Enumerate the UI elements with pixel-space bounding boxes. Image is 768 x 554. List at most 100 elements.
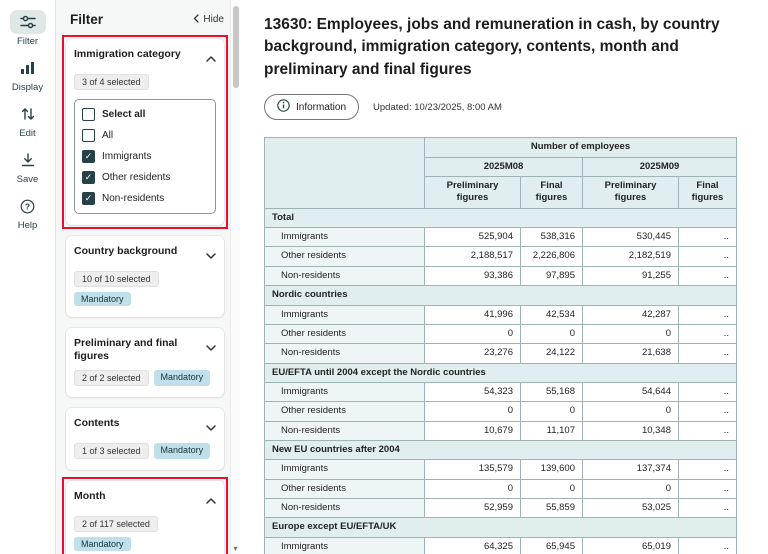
section-toggle[interactable]: Contents xyxy=(74,417,216,436)
rail-item-label: Filter xyxy=(17,36,38,47)
measure-header: Preliminary figures xyxy=(583,177,679,209)
row-label: Immigrants xyxy=(265,305,425,324)
section-toggle[interactable]: Country background xyxy=(74,245,216,264)
table-row: Non-residents23,27624,12221,638.. xyxy=(265,344,737,363)
app-window: FilterDisplayEditSave?Help Filter Hide I… xyxy=(0,0,768,554)
scroll-down-arrow-icon[interactable]: ▾ xyxy=(231,544,240,553)
main-content: 13630: Employees, jobs and remuneration … xyxy=(240,0,768,554)
section-title: Month xyxy=(74,490,202,503)
section-title: Preliminary and final figures xyxy=(74,337,202,363)
svg-text:?: ? xyxy=(25,201,30,211)
value-cell: 135,579 xyxy=(425,460,521,479)
option-select-all[interactable]: Select all xyxy=(82,108,208,121)
information-button[interactable]: Information xyxy=(264,94,359,120)
row-label: Other residents xyxy=(265,247,425,266)
rail-item-help[interactable]: ?Help xyxy=(10,194,46,231)
chevron-down-icon[interactable] xyxy=(206,418,216,436)
value-cell: 54,644 xyxy=(583,382,679,401)
value-cell: 2,188,517 xyxy=(425,247,521,266)
table-row: Immigrants54,32355,16854,644.. xyxy=(265,382,737,401)
row-label: Non-residents xyxy=(265,344,425,363)
option-list: Select all All ✓ Immigrants ✓ Other residents… xyxy=(74,99,216,214)
display-icon xyxy=(10,56,46,80)
selection-count-badge: 3 of 4 selected xyxy=(74,74,149,90)
scrollbar-thumb[interactable] xyxy=(233,6,239,88)
hide-sidebar-button[interactable]: Hide xyxy=(193,14,224,26)
value-cell: 0 xyxy=(583,402,679,421)
group-row: Nordic countries xyxy=(265,286,737,305)
group-row: New EU countries after 2004 xyxy=(265,440,737,459)
section-toggle[interactable]: Immigration category xyxy=(74,48,216,67)
rail-item-display[interactable]: Display xyxy=(10,56,46,93)
checkbox-checked[interactable]: ✓ xyxy=(82,171,95,184)
filter-icon xyxy=(10,10,46,34)
option-non-residents[interactable]: ✓ Non-residents xyxy=(82,192,208,205)
value-cell: 0 xyxy=(425,402,521,421)
section-toggle[interactable]: Preliminary and final figures xyxy=(74,337,216,363)
table-row: Other residents000.. xyxy=(265,402,737,421)
mandatory-badge: Mandatory xyxy=(74,537,131,551)
option-immigrants[interactable]: ✓ Immigrants xyxy=(82,150,208,163)
info-icon xyxy=(277,99,290,115)
data-table: Number of employees2025M082025M09Prelimi… xyxy=(264,137,737,554)
value-cell: 52,959 xyxy=(425,498,521,517)
option-label: Other residents xyxy=(102,172,170,183)
value-cell: .. xyxy=(679,460,737,479)
row-label: Non-residents xyxy=(265,498,425,517)
group-label: New EU countries after 2004 xyxy=(265,440,737,459)
sidebar-scrollbar[interactable]: ▾ xyxy=(230,0,240,554)
value-cell: 2,226,806 xyxy=(521,247,583,266)
row-label: Immigrants xyxy=(265,382,425,401)
section-title: Contents xyxy=(74,417,202,430)
chevron-up-icon[interactable] xyxy=(206,491,216,509)
value-cell: .. xyxy=(679,498,737,517)
selection-count-badge: 2 of 117 selected xyxy=(74,516,158,532)
option-all[interactable]: All xyxy=(82,129,208,142)
value-cell: 65,019 xyxy=(583,537,679,554)
filter-sections: Immigration category 3 of 4 selected Selec… xyxy=(66,39,224,554)
row-label: Non-residents xyxy=(265,421,425,440)
mandatory-badge: Mandatory xyxy=(74,292,131,306)
option-other-residents[interactable]: ✓ Other residents xyxy=(82,171,208,184)
selection-count-badge: 2 of 2 selected xyxy=(74,370,149,386)
value-cell: .. xyxy=(679,479,737,498)
section-title: Country background xyxy=(74,245,202,258)
value-cell: 55,859 xyxy=(521,498,583,517)
section-title: Immigration category xyxy=(74,48,202,61)
value-cell: 0 xyxy=(583,324,679,343)
table-row: Immigrants41,99642,53442,287.. xyxy=(265,305,737,324)
help-icon: ? xyxy=(10,194,46,218)
checkbox-checked[interactable]: ✓ xyxy=(82,192,95,205)
value-cell: 54,323 xyxy=(425,382,521,401)
checkbox-checked[interactable]: ✓ xyxy=(82,150,95,163)
chevron-left-icon xyxy=(193,14,199,26)
option-label: Non-residents xyxy=(102,193,164,204)
value-cell: .. xyxy=(679,228,737,247)
rail-item-filter[interactable]: Filter xyxy=(10,10,46,47)
option-label: Immigrants xyxy=(102,151,151,162)
value-cell: .. xyxy=(679,402,737,421)
chevron-down-icon[interactable] xyxy=(206,246,216,264)
filter-section-month: Month2 of 117 selectedMandatorySelect al… xyxy=(66,481,224,554)
rail-item-edit[interactable]: Edit xyxy=(10,102,46,139)
rail-item-save[interactable]: Save xyxy=(10,148,46,185)
value-cell: 11,107 xyxy=(521,421,583,440)
rail-item-label: Save xyxy=(17,174,39,185)
value-cell: .. xyxy=(679,324,737,343)
value-cell: 91,255 xyxy=(583,266,679,285)
information-label: Information xyxy=(296,102,346,113)
checkbox-unchecked[interactable] xyxy=(82,129,95,142)
value-cell: 0 xyxy=(425,479,521,498)
hide-label: Hide xyxy=(203,14,224,25)
section-toggle[interactable]: Month xyxy=(74,490,216,509)
checkbox-unchecked[interactable] xyxy=(82,108,95,121)
chevron-down-icon[interactable] xyxy=(206,338,216,356)
value-cell: 0 xyxy=(521,324,583,343)
value-cell: 538,316 xyxy=(521,228,583,247)
mandatory-badge: Mandatory xyxy=(154,370,211,386)
value-cell: .. xyxy=(679,537,737,554)
value-cell: 525,904 xyxy=(425,228,521,247)
group-row: EU/EFTA until 2004 except the Nordic cou… xyxy=(265,363,737,382)
chevron-up-icon[interactable] xyxy=(206,49,216,67)
mandatory-badge: Mandatory xyxy=(154,443,211,459)
